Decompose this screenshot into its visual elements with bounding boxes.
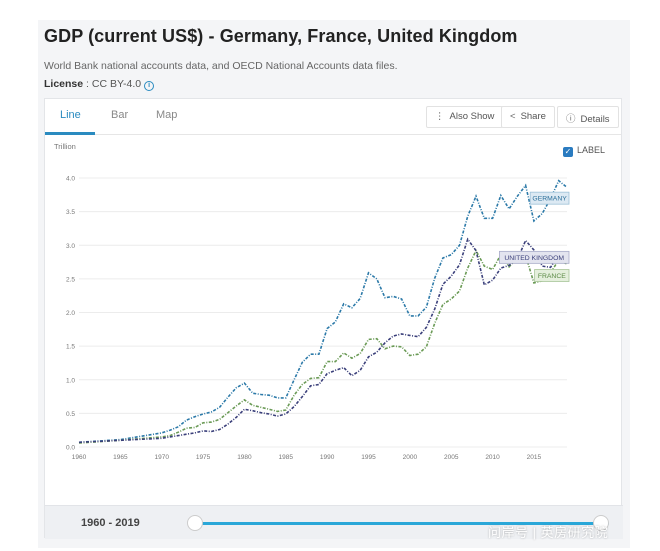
range-footer: 1960 - 2019 <box>45 505 623 539</box>
page-title: GDP (current US$) - Germany, France, Uni… <box>44 26 518 46</box>
year-range-slider[interactable] <box>193 522 609 525</box>
tab-line[interactable]: Line <box>60 109 81 121</box>
also-show-label: Also Show <box>449 111 495 122</box>
series-label-box-united-kingdom <box>498 250 570 264</box>
x-tick-label: 2010 <box>485 454 500 461</box>
series-line-france[interactable] <box>78 248 568 444</box>
y-tick-label: 1.5 <box>66 344 75 351</box>
info-icon[interactable]: i <box>144 81 155 91</box>
range-start: 1960 <box>81 517 106 529</box>
x-tick-label: 1980 <box>237 454 252 461</box>
series-label-germany: GERMANY <box>532 196 567 203</box>
y-tick-label: 3.0 <box>66 243 75 250</box>
x-tick-label: 2005 <box>444 454 459 461</box>
x-tick-label: 1990 <box>320 454 335 461</box>
y-tick-label: 0.5 <box>66 411 75 418</box>
x-ticks: 1960 1965 1970 1975 1980 1985 1990 1995 2000 2005… <box>72 454 542 461</box>
watermark: 问岸号 | 英房研究院 <box>488 525 609 540</box>
x-tick-label: 1960 <box>72 454 87 461</box>
x-tick-label: 1995 <box>361 454 376 461</box>
license-value: : CC BY-4.0 <box>83 78 142 90</box>
active-tab-indicator <box>45 132 95 135</box>
y-tick-label: 3.5 <box>66 209 75 216</box>
tab-map[interactable]: Map <box>156 109 178 121</box>
chart-area: ✓ LABEL Trillion 0.0 0.5 1.0 1.5 2.0 2.5 3.0 3.5… <box>45 135 623 505</box>
series-label-france: FRANCE <box>538 273 566 280</box>
series-label-united-kingdom: UNITED KINGDOM <box>504 255 564 262</box>
x-tick-label: 1970 <box>154 454 169 461</box>
x-tick-label: 1975 <box>196 454 211 461</box>
slider-start-handle[interactable] <box>187 515 203 531</box>
year-range-label: 1960 - 2019 <box>81 517 140 529</box>
page: GDP (current US$) - Germany, France, Uni… <box>38 20 630 548</box>
y-tick-label: 4.0 <box>66 176 75 183</box>
info-circle-icon: ⓘ <box>566 114 576 125</box>
x-tick-label: 2000 <box>403 454 418 461</box>
series-label-box-germany <box>529 191 570 205</box>
range-separator: - <box>105 517 116 529</box>
details-label: Details <box>580 114 610 125</box>
page-subtitle: World Bank national accounts data, and O… <box>44 60 398 72</box>
share-button[interactable]: < Share <box>501 106 555 128</box>
line-chart: Trillion 0.0 0.5 1.0 1.5 2.0 2.5 3.0 3.5 4.0 196… <box>54 142 570 461</box>
x-tick-label: 1985 <box>279 454 294 461</box>
series-line-germany[interactable] <box>78 179 568 444</box>
also-show-button[interactable]: ⋮ Also Show <box>426 106 504 128</box>
series-line-united-kingdom[interactable] <box>78 237 568 444</box>
series-lines <box>78 179 568 444</box>
grid <box>79 177 567 448</box>
y-tick-label: 1.0 <box>66 377 75 384</box>
label-toggle[interactable]: ✓ LABEL <box>562 145 605 157</box>
y-tick-label: 0.0 <box>66 445 75 452</box>
x-tick-label: 2015 <box>527 454 542 461</box>
y-axis-unit-label: Trillion <box>54 142 76 151</box>
share-label: Share <box>520 111 546 122</box>
series-labels: GERMANY FRANCE UNITED KINGDOM <box>498 191 570 282</box>
range-end: 2019 <box>115 517 140 529</box>
share-icon: < <box>510 111 516 122</box>
chart-card: Line Bar Map ⋮ Also Show < Share ⓘ Details … <box>44 98 623 539</box>
y-tick-label: 2.0 <box>66 310 75 317</box>
license-label: License <box>44 78 84 90</box>
slider-end-handle[interactable] <box>593 515 609 531</box>
details-button[interactable]: ⓘ Details <box>557 106 619 128</box>
chart-tabs: Line Bar Map ⋮ Also Show < Share ⓘ Details <box>45 99 621 135</box>
series-label-box-france <box>534 269 570 282</box>
x-tick-label: 1965 <box>113 454 128 461</box>
y-tick-label: 2.5 <box>66 276 75 283</box>
vertical-dots-icon: ⋮ <box>435 111 445 122</box>
tab-bar[interactable]: Bar <box>111 109 129 121</box>
checkbox-checked-icon[interactable]: ✓ <box>562 147 573 157</box>
label-toggle-text: LABEL <box>576 145 605 155</box>
license-line: License : CC BY-4.0 i <box>44 78 155 91</box>
y-ticks: 0.0 0.5 1.0 1.5 2.0 2.5 3.0 3.5 4.0 <box>66 176 75 452</box>
